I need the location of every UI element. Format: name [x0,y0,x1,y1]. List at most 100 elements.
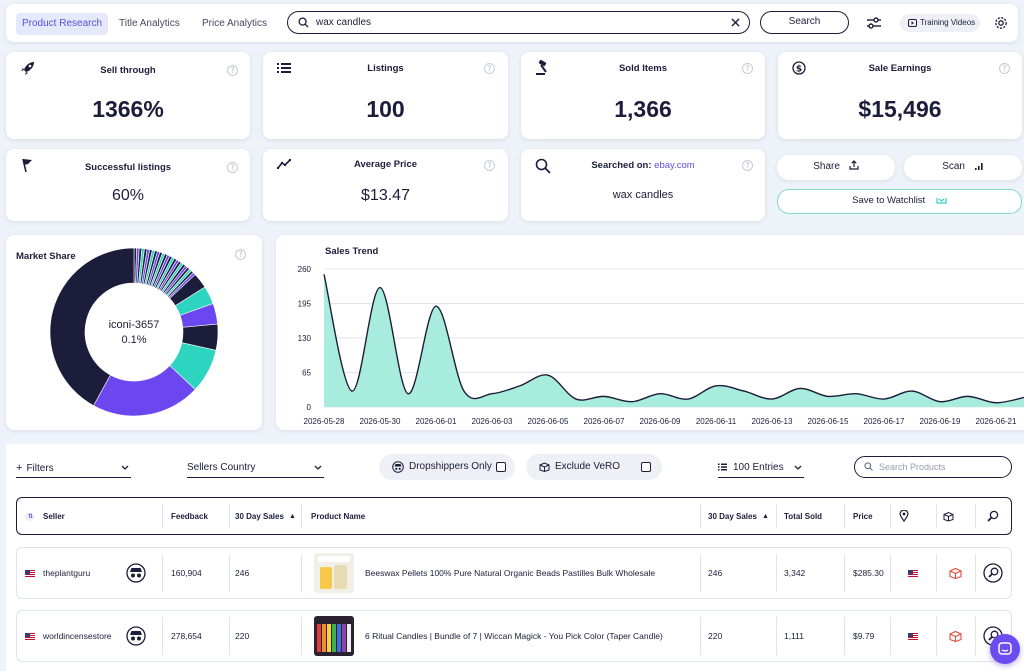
dropshippers-only-toggle[interactable]: Dropshippers Only [379,454,515,480]
sliders-icon[interactable] [866,16,882,30]
product-name-column-header[interactable]: Product Name [311,511,366,521]
product-name-link[interactable]: 6 Ritual Candles | Bundle of 7 | Wiccan … [365,631,663,641]
product-search-input[interactable] [879,460,1004,474]
clear-icon[interactable] [731,18,740,27]
share-button[interactable]: Share [777,155,895,180]
table-header: ⇅ Seller Feedback 30 Day Sales ▲ Product … [16,497,1012,535]
seller-header-label: Seller [43,511,65,521]
x-tick-label: 2026-06-13 [752,417,793,426]
sell-through-value: 1366% [92,96,164,122]
dropshippers-checkbox[interactable] [496,462,506,472]
market-share-donut[interactable] [49,247,219,417]
filters-dropdown[interactable]: + Filters [16,460,131,478]
zoom-icon[interactable] [983,563,1003,583]
column-divider [975,504,976,528]
analyze-column-header[interactable] [987,498,999,534]
gear-icon[interactable] [994,16,1008,30]
tab-price-analytics[interactable]: Price Analytics [202,18,268,29]
sales-trend-chart[interactable]: 0 65 130 195 260 2026-05-28 2026-05-30 2026-06-… [276,235,1024,430]
product-thumbnail[interactable] [314,611,354,661]
x-tick-label: 2026-06-01 [416,417,457,426]
package-icon [949,567,962,579]
help-icon[interactable]: ? [742,160,753,171]
sales30b-column-header[interactable]: 30 Day Sales ▲ [708,498,769,534]
searched-on-site-link[interactable]: ebay.com [654,160,695,171]
seller-column-header[interactable]: ⇅ Seller [25,498,65,534]
sales30-cell: 246 [235,568,250,578]
help-icon[interactable]: ? [227,65,238,76]
chevron-down-icon [121,465,129,470]
box-icon [943,511,954,522]
help-icon[interactable]: ? [484,63,495,74]
exclude-vero-toggle[interactable]: Exclude VeRO [526,454,662,480]
card-average-price: Average Price ? $13.47 [263,149,508,221]
gavel-icon [536,60,547,75]
y-tick-label: 195 [298,300,312,309]
column-divider [936,504,937,528]
sales30-header-label: 30 Day Sales [235,511,284,521]
feedback-cell: 160,904 [171,568,202,578]
search-input[interactable] [316,15,716,30]
shipping-column-header[interactable] [943,498,954,534]
watchlist-label: Save to Watchlist [852,195,926,206]
sales-trend-title: Sales Trend [325,246,379,257]
training-videos-button[interactable]: Training Videos [900,14,980,32]
analyze-cell [983,548,1003,598]
share-label: Share [813,161,840,172]
help-icon[interactable]: ? [742,63,753,74]
column-divider [890,504,891,528]
filters-label: Filters [26,463,54,474]
seller-cell: worldincensestore [25,611,112,661]
top-bar: Product Research Title Analytics Price A… [6,4,1018,42]
feedback-cell: 278,654 [171,631,202,641]
help-icon[interactable]: ? [999,63,1010,74]
product-thumbnail[interactable] [314,548,354,598]
chat-support-button[interactable] [990,634,1020,664]
save-to-watchlist-button[interactable]: Save to Watchlist [777,189,1022,214]
box-icon [539,462,550,472]
total-sold-column-header[interactable]: Total Sold [784,511,823,521]
donut-slice[interactable] [49,247,135,407]
us-flag-icon [908,632,918,640]
searched-on-query: wax candles [612,189,674,201]
sold-items-title: Sold Items [618,63,668,74]
tab-title-analytics[interactable]: Title Analytics [119,18,180,29]
help-icon[interactable]: ? [484,160,495,171]
tab-product-research[interactable]: Product Research [16,13,109,35]
product-name-link[interactable]: Beeswax Pellets 100% Pure Natural Organi… [365,568,656,578]
sort-asc-icon: ▲ [761,512,769,520]
exclude-vero-checkbox[interactable] [641,462,651,472]
table-row[interactable]: worldincensestore 278,654 220 6 Ritual C… [16,610,1012,662]
column-divider [301,554,302,592]
sale-earnings-value: $15,496 [858,96,942,122]
us-flag-icon [908,569,918,577]
beeswax-product-image [314,553,354,593]
location-cell [908,611,926,661]
spy-icon[interactable] [126,563,146,583]
seller-link[interactable]: worldincensestore [43,631,112,641]
column-divider [890,554,891,592]
feedback-column-header[interactable]: Feedback [171,511,208,521]
sales30-cell: 220 [235,631,250,641]
spy-icon[interactable] [126,626,146,646]
location-column-header[interactable] [899,498,909,534]
help-icon[interactable]: ? [227,162,238,173]
table-row[interactable]: theplantguru 160,904 246 Beeswax Pellets… [16,547,1012,599]
entries-dropdown[interactable]: 100 Entries [718,460,804,478]
list-icon [718,463,727,471]
us-flag-icon [25,569,35,577]
sellers-country-dropdown[interactable]: Sellers Country [187,460,324,478]
scan-button[interactable]: Scan [904,155,1022,180]
average-price-value: $13.47 [361,187,410,204]
card-successful-listings: Successful listings ? 60% [6,149,250,221]
sales30-column-header[interactable]: 30 Day Sales ▲ [235,498,296,534]
x-tick-label: 2026-06-03 [472,417,513,426]
x-tick-label: 2026-06-05 [528,417,569,426]
sales-trend-panel: Sales Trend 0 65 130 195 260 2026-05-28 2026-0… [276,235,1024,430]
help-icon[interactable]: ? [235,249,246,260]
market-share-panel: Market Share ? iconi-3657 0.1% [6,235,262,430]
seller-link[interactable]: theplantguru [43,568,91,578]
x-tick-label: 2026-05-28 [304,417,345,426]
price-column-header[interactable]: Price [853,511,873,521]
search-button[interactable]: Search [760,11,849,34]
